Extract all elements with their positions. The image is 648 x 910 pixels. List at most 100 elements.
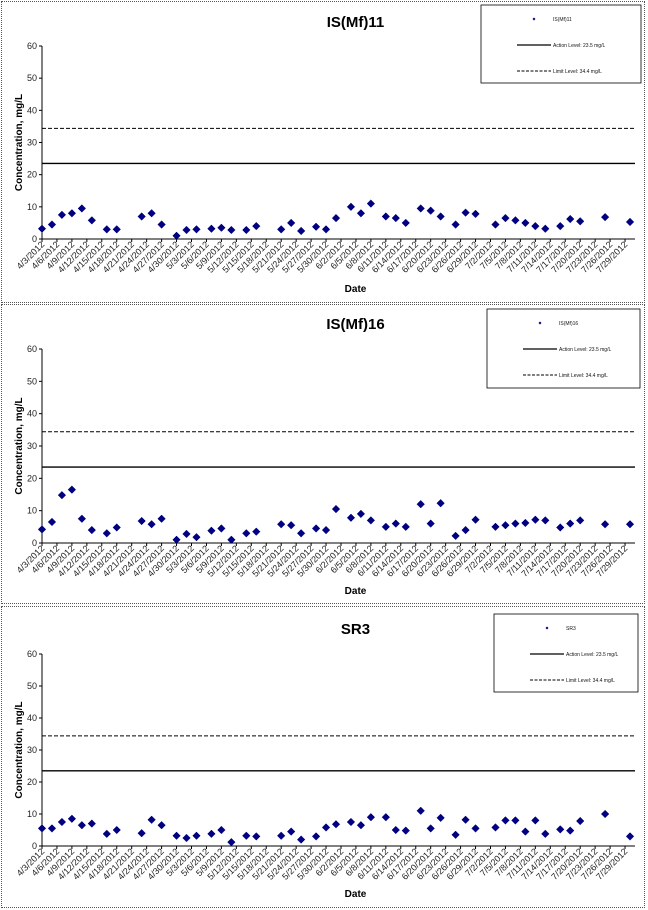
legend-marker (538, 321, 542, 325)
data-point (277, 520, 286, 529)
data-point (242, 529, 251, 538)
data-point (625, 832, 635, 841)
y-tick-label: 10 (27, 809, 37, 819)
data-point (600, 809, 610, 819)
data-point (625, 520, 635, 529)
data-point (47, 517, 57, 527)
legend-entry-label: Limit Level: 34.4 mg/L (553, 69, 602, 75)
data-point (501, 521, 510, 530)
data-point (252, 527, 261, 536)
chart-title: SR3 (341, 621, 370, 638)
chart-panel-sr3: SR3 0 10 20 30 40 50 60 4/3/2012 4/6/2012 4/9/2012… (1, 606, 645, 908)
data-point (461, 208, 470, 217)
y-tick-label: 10 (27, 506, 37, 516)
data-point (172, 831, 181, 840)
data-point (217, 524, 226, 533)
legend: SR3 Action Level: 23.5 mg/L Limit Level: 3… (493, 613, 639, 693)
data-point (331, 213, 341, 223)
y-tick-label: 10 (27, 202, 37, 212)
legend-entry-label: IS(Mf)16 (559, 321, 578, 327)
data-point (391, 825, 400, 835)
data-point (67, 485, 77, 494)
data-point (600, 520, 610, 529)
data-point (182, 833, 191, 843)
data-point (451, 220, 460, 229)
data-point (556, 825, 565, 834)
data-point (102, 529, 111, 538)
data-point (277, 831, 286, 840)
data-point (277, 225, 286, 234)
data-point (112, 825, 121, 835)
data-point (242, 225, 251, 235)
legend-box (486, 308, 641, 389)
legend: IS(Mf)11 Action Level: 23.5 mg/L Limit Lev… (480, 4, 642, 84)
data-point (207, 829, 216, 838)
legend-entry-label: Action Level: 23.5 mg/L (553, 43, 605, 49)
chart-title: IS(Mf)11 (327, 14, 385, 31)
data-point (77, 204, 87, 213)
data-point (436, 813, 445, 822)
data-point (37, 525, 47, 534)
y-tick-label: 50 (27, 376, 37, 386)
data-point (366, 199, 376, 208)
data-point (491, 220, 500, 229)
data-point (531, 816, 540, 825)
data-point (137, 212, 146, 221)
data-point (576, 816, 585, 826)
y-axis-title: Concentration, mg/L (14, 397, 25, 494)
data-point (451, 830, 460, 839)
y-tick-label: 40 (27, 105, 37, 115)
y-tick-label: 50 (27, 73, 37, 83)
x-axis-title: Date (345, 284, 367, 295)
y-axis-title: Concentration, mg/L (14, 94, 25, 191)
y-tick-label: 20 (27, 777, 37, 787)
data-point (287, 827, 296, 836)
data-point (252, 832, 261, 841)
y-tick-label: 50 (27, 681, 37, 691)
data-point (436, 499, 445, 508)
legend-marker (532, 17, 536, 21)
data-point (356, 821, 366, 830)
data-point (217, 825, 226, 835)
data-point (287, 218, 296, 228)
data-point (77, 514, 87, 523)
data-point (391, 213, 400, 223)
data-point (461, 525, 470, 535)
data-point (37, 824, 47, 833)
data-point (501, 213, 510, 223)
data-point (471, 209, 480, 219)
data-point (521, 827, 530, 836)
data-point (296, 226, 306, 236)
legend-entry-label: IS(Mf)11 (553, 17, 572, 23)
data-point (531, 515, 540, 524)
data-point (172, 535, 181, 544)
y-tick-label: 40 (27, 409, 37, 419)
data-point (192, 533, 201, 542)
chart-svg: SR301020304050604/3/20124/6/20124/9/2012… (14, 613, 639, 900)
data-point (207, 224, 216, 233)
data-point (192, 225, 201, 234)
data-point (157, 821, 166, 830)
data-point (461, 815, 470, 824)
data-point (252, 221, 261, 231)
data-point (311, 832, 321, 841)
y-tick-label: 30 (27, 138, 37, 148)
legend: IS(Mf)16 Action Level: 23.5 mg/L Limit Lev… (486, 308, 641, 389)
data-point (436, 212, 445, 221)
data-point (182, 225, 191, 235)
data-point (556, 523, 565, 532)
legend-marker (545, 626, 549, 630)
legend-entry-label: Limit Level: 34.4 mg/L (559, 373, 608, 379)
data-point (521, 518, 530, 528)
data-point (147, 520, 156, 529)
data-point (511, 519, 520, 528)
y-tick-label: 60 (27, 649, 37, 659)
data-point (356, 209, 366, 218)
data-point (366, 813, 376, 822)
data-point (541, 829, 550, 838)
chart-svg: IS(Mf)1101020304050604/3/20124/6/20124/9… (14, 4, 642, 295)
data-point (451, 531, 460, 541)
y-tick-label: 0 (32, 538, 37, 548)
data-point (401, 522, 410, 531)
data-point (416, 806, 425, 815)
